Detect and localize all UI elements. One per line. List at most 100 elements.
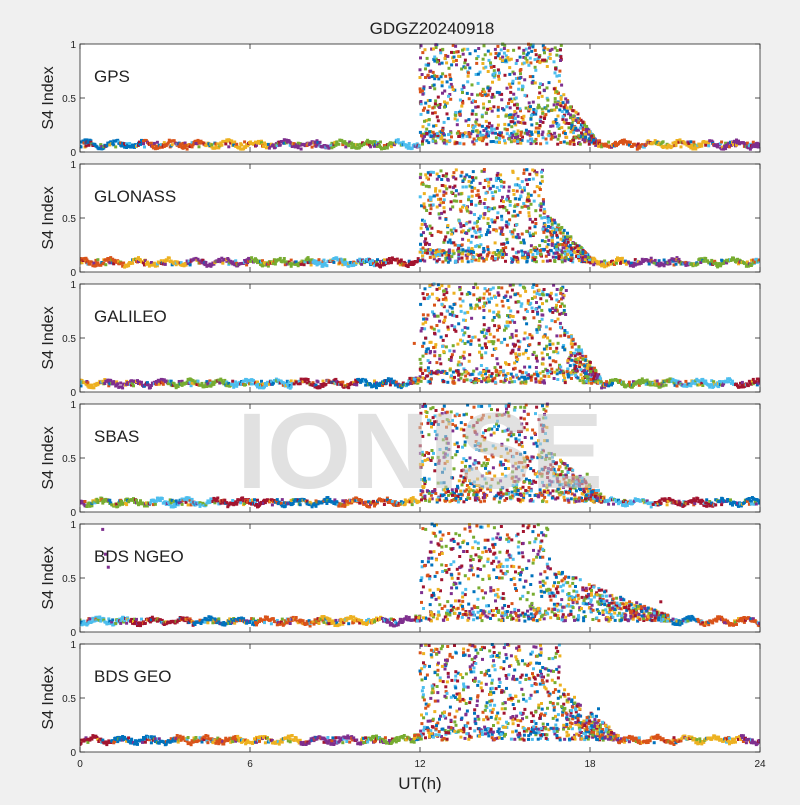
data-point [569,238,572,241]
data-point [446,102,449,105]
data-point [585,130,588,133]
data-point [457,250,460,253]
data-point [525,129,528,132]
data-point [422,292,425,295]
data-point [563,348,566,351]
data-point [700,145,703,148]
series-point [475,62,478,65]
data-point [490,297,493,300]
data-point [433,56,436,59]
data-point [507,102,510,105]
data-point [417,379,420,382]
data-point [587,256,590,259]
data-point [464,326,467,329]
data-point [528,178,531,181]
data-point [555,245,558,248]
data-point [482,297,485,300]
data-point [534,130,537,133]
data-point [671,145,674,148]
data-point [451,353,454,356]
data-point [482,103,485,106]
data-point [531,253,534,256]
data-point [489,53,492,56]
data-point [470,307,473,310]
data-point [478,245,481,248]
data-point [454,194,457,197]
data-point [515,329,518,332]
data-point [479,200,482,203]
data-point [303,263,306,266]
data-point [551,239,554,242]
data-point [422,313,425,316]
data-point [433,304,436,307]
data-point [545,142,548,145]
data-point [453,328,456,331]
data-point [548,340,551,343]
data-point [487,93,490,96]
data-point [574,354,577,357]
data-point [260,380,263,383]
data-point [468,67,471,70]
data-point [458,373,461,376]
data-point [566,359,569,362]
data-point [511,230,514,233]
data-point [503,181,506,184]
data-point [527,207,530,210]
data-point [422,125,425,128]
data-point [512,49,515,52]
data-point [566,101,569,104]
data-point [551,124,554,127]
data-point [453,292,456,295]
data-point [448,67,451,70]
data-point [534,209,537,212]
data-point [558,70,561,73]
data-point [463,379,466,382]
data-point [530,194,533,197]
data-point [662,140,665,143]
data-point [451,307,454,310]
data-point [433,350,436,353]
data-point [534,49,537,52]
data-point [497,311,500,314]
data-point [588,130,591,133]
data-point [450,63,453,66]
data-point [471,113,474,116]
data-point [477,254,480,257]
data-point [575,111,578,114]
data-point [483,292,486,295]
data-point [530,379,533,382]
data-point [439,362,442,365]
data-point [569,142,572,145]
data-point [538,289,541,292]
data-point [596,373,599,376]
data-point [530,138,533,141]
data-point [486,255,489,258]
data-point [476,225,479,228]
data-point [584,255,587,258]
data-point [443,100,446,103]
data-point [543,348,546,351]
data-point [585,125,588,128]
data-point [531,169,534,172]
data-point [492,311,495,314]
data-point [497,177,500,180]
data-point [279,257,282,260]
data-point [430,135,433,138]
data-point [499,371,502,374]
data-point [108,261,111,264]
data-point [676,385,679,388]
data-point [517,121,520,124]
data-point [461,102,464,105]
data-point [461,260,464,263]
data-point [542,260,545,263]
data-point [513,362,516,365]
data-point [554,71,557,74]
data-point [104,263,107,266]
data-point [534,222,537,225]
data-point [573,251,576,254]
data-point [550,234,553,237]
data-point [529,57,532,60]
data-point [171,143,174,146]
data-point [539,209,542,212]
series-point [436,75,439,78]
